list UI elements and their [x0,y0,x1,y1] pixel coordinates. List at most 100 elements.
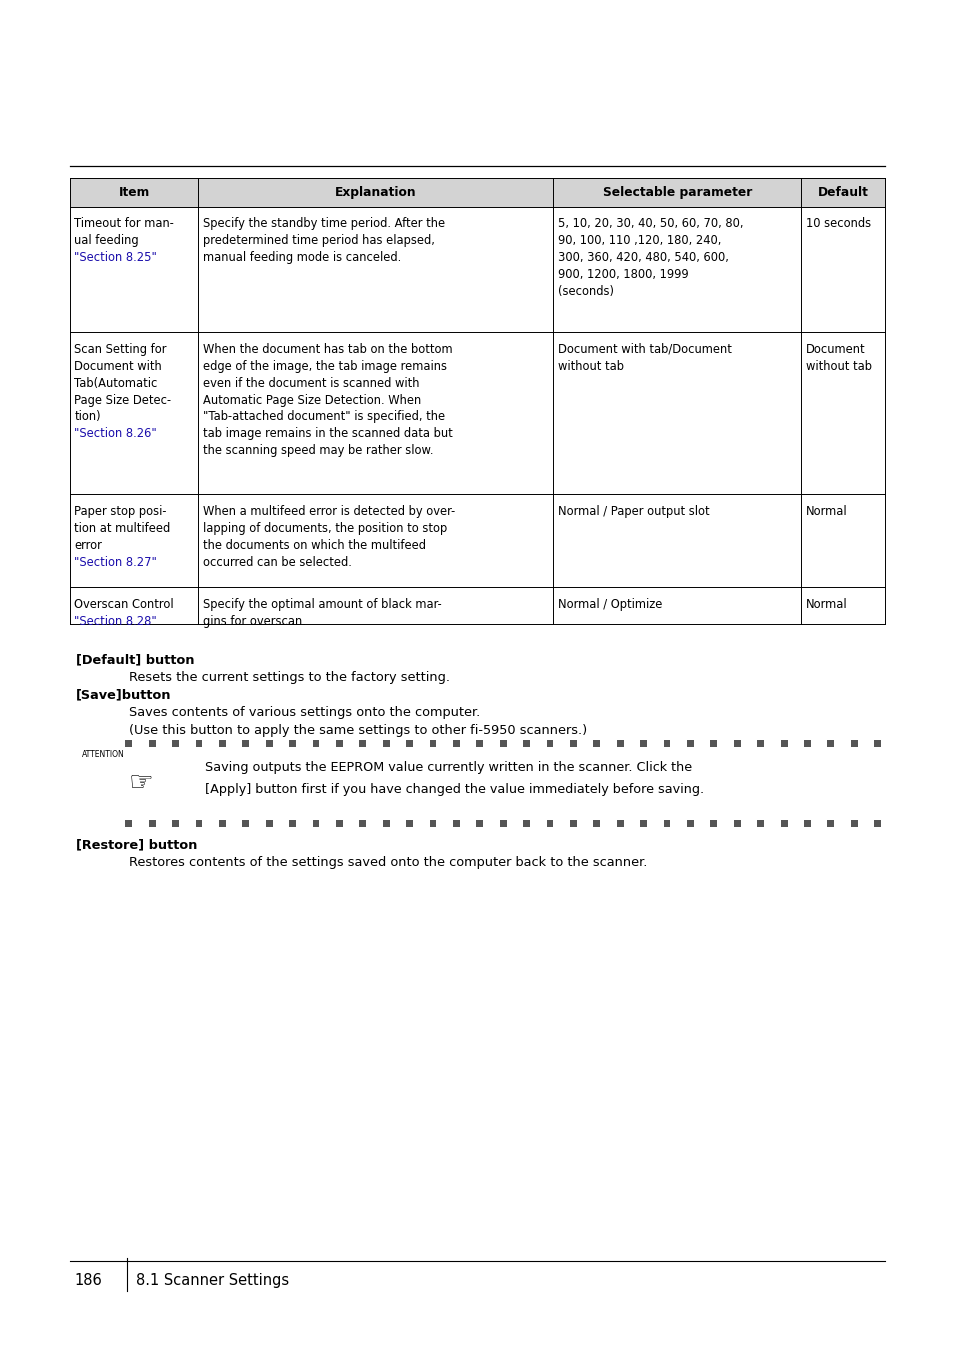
Bar [499,819,506,828]
Text: Paper stop posi-: Paper stop posi- [74,505,167,518]
Bar [266,740,273,748]
Text: "Section 8.25": "Section 8.25" [74,251,157,265]
Text: Restores contents of the settings saved onto the computer back to the scanner.: Restores contents of the settings saved … [129,856,646,869]
Bar [70,178,884,207]
Text: Normal: Normal [805,505,847,518]
Bar [453,819,459,828]
Text: 300, 360, 420, 480, 540, 600,: 300, 360, 420, 480, 540, 600, [558,251,728,265]
Text: ual feeding: ual feeding [74,235,139,247]
Text: predetermined time period has elapsed,: predetermined time period has elapsed, [203,235,435,247]
Text: tion at multifeed: tion at multifeed [74,522,171,535]
Bar [359,740,366,748]
Text: even if the document is scanned with: even if the document is scanned with [203,377,419,390]
Text: Saves contents of various settings onto the computer.: Saves contents of various settings onto … [129,706,479,720]
Bar [476,819,483,828]
Text: 5, 10, 20, 30, 40, 50, 60, 70, 80,: 5, 10, 20, 30, 40, 50, 60, 70, 80, [558,217,742,231]
Bar [195,740,202,748]
Bar [219,740,226,748]
Bar [639,740,646,748]
Text: 8.1 Scanner Settings: 8.1 Scanner Settings [136,1273,290,1288]
Bar [546,819,553,828]
Bar [617,740,623,748]
Text: 90, 100, 110 ,120, 180, 240,: 90, 100, 110 ,120, 180, 240, [558,235,720,247]
Text: Document: Document [805,343,865,356]
Text: Selectable parameter: Selectable parameter [602,186,751,198]
Text: [Restore] button: [Restore] button [76,838,197,852]
Text: Scan Setting for: Scan Setting for [74,343,167,356]
Text: "Section 8.28": "Section 8.28" [74,616,157,628]
Text: gins for overscan.: gins for overscan. [203,616,306,628]
Bar [710,819,717,828]
Text: tab image remains in the scanned data but: tab image remains in the scanned data bu… [203,427,453,440]
Text: occurred can be selected.: occurred can be selected. [203,556,352,568]
Bar [125,819,132,828]
Text: Normal: Normal [805,598,847,612]
Text: [Save]button: [Save]button [76,688,172,702]
Bar [242,740,249,748]
Bar [382,740,389,748]
Text: Explanation: Explanation [335,186,416,198]
Text: Overscan Control: Overscan Control [74,598,173,612]
Bar [803,740,810,748]
Bar [453,740,459,748]
Text: When the document has tab on the bottom: When the document has tab on the bottom [203,343,453,356]
Bar [757,740,763,748]
Bar [429,740,436,748]
Bar [780,819,786,828]
Bar [803,819,810,828]
Text: the documents on which the multifeed: the documents on which the multifeed [203,539,426,552]
Text: error: error [74,539,102,552]
Text: Page Size Detec-: Page Size Detec- [74,394,172,406]
Text: [Default] button: [Default] button [76,653,194,667]
Bar [757,819,763,828]
Bar [873,819,881,828]
Bar [686,819,693,828]
Text: Specify the optimal amount of black mar-: Specify the optimal amount of black mar- [203,598,441,612]
Text: tion): tion) [74,410,101,424]
Bar [686,740,693,748]
Text: "Section 8.26": "Section 8.26" [74,427,157,440]
Text: without tab: without tab [805,360,871,373]
Bar [219,819,226,828]
Text: Document with tab/Document: Document with tab/Document [558,343,731,356]
Bar [382,819,389,828]
Bar [429,819,436,828]
Bar [617,819,623,828]
Bar [266,819,273,828]
Bar [569,819,577,828]
Text: edge of the image, the tab image remains: edge of the image, the tab image remains [203,360,447,373]
Bar [313,819,319,828]
Text: Document with: Document with [74,360,162,373]
Bar [476,740,483,748]
Bar [663,740,670,748]
Bar [593,819,599,828]
Bar [289,740,295,748]
Bar [406,740,413,748]
Bar [639,819,646,828]
Bar [569,740,577,748]
Bar [335,819,342,828]
Bar [522,819,530,828]
Text: 186: 186 [74,1273,102,1288]
Bar [826,740,834,748]
Text: Resets the current settings to the factory setting.: Resets the current settings to the facto… [129,671,449,684]
Text: 10 seconds: 10 seconds [805,217,870,231]
Text: "Tab-attached document" is specified, the: "Tab-attached document" is specified, th… [203,410,445,424]
Bar [593,740,599,748]
Bar [850,819,857,828]
Bar [149,819,155,828]
Text: Default: Default [817,186,868,198]
Text: Normal / Optimize: Normal / Optimize [558,598,661,612]
Text: the scanning speed may be rather slow.: the scanning speed may be rather slow. [203,444,434,458]
Text: Specify the standby time period. After the: Specify the standby time period. After t… [203,217,445,231]
Bar [406,819,413,828]
Text: ☞: ☞ [129,769,153,796]
Text: (seconds): (seconds) [558,285,614,298]
Text: (Use this button to apply the same settings to other fi-5950 scanners.): (Use this button to apply the same setti… [129,724,586,737]
Bar [335,740,342,748]
Bar [359,819,366,828]
Bar [242,819,249,828]
Text: Saving outputs the EEPROM value currently written in the scanner. Click the: Saving outputs the EEPROM value currentl… [205,761,692,775]
Bar [780,740,786,748]
Text: without tab: without tab [558,360,623,373]
